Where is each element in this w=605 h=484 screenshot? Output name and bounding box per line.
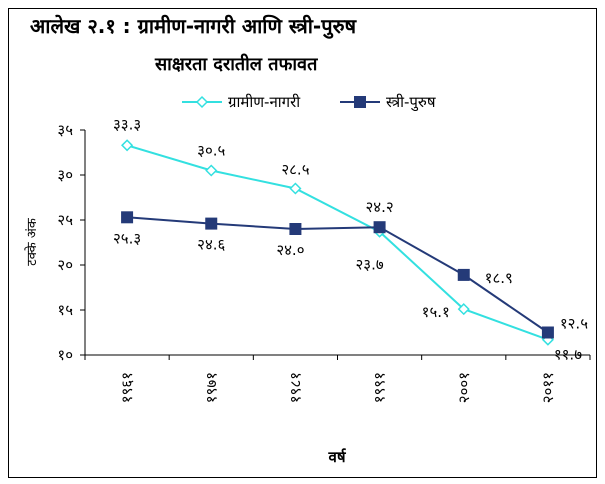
data-labels: ३३.३ ३०.५ २८.५ २३.७ १५.१ ११.७ २५.३ २४.६ २४.० २४.२… bbox=[113, 115, 588, 363]
x-tick-label: १९९१ bbox=[371, 372, 389, 403]
data-point bbox=[205, 217, 218, 230]
y-tick-label: १० bbox=[57, 346, 73, 364]
data-point bbox=[121, 139, 134, 152]
data-label: २८.५ bbox=[281, 161, 309, 179]
data-label: १५.१ bbox=[422, 303, 450, 321]
data-label: १२.५ bbox=[560, 315, 588, 333]
data-label: २४.० bbox=[276, 241, 304, 259]
data-point bbox=[205, 164, 218, 177]
data-point bbox=[457, 303, 470, 316]
legend-label-gender: स्त्री-पुरुष bbox=[386, 93, 436, 112]
data-label: २४.६ bbox=[197, 236, 225, 254]
series-markers bbox=[121, 139, 554, 346]
data-point bbox=[121, 211, 134, 224]
chart-title-line-1: आलेख २.१ : ग्रामीण-नागरी आणि स्त्री-पुरु… bbox=[30, 14, 358, 39]
data-point bbox=[289, 182, 302, 195]
x-tick-label: २००१ bbox=[455, 372, 473, 403]
x-tick-label: २०११ bbox=[539, 372, 557, 403]
legend-label-rural-urban: ग्रामीण-नागरी bbox=[228, 93, 301, 111]
data-label: २३.७ bbox=[355, 256, 383, 274]
series-line-1 bbox=[127, 216, 549, 334]
data-label: ११.७ bbox=[554, 346, 582, 364]
chart-title-line-2: साक्षरता दरातील तफावत bbox=[154, 53, 318, 75]
legend-marker-gender bbox=[354, 96, 366, 108]
series-lines bbox=[126, 144, 549, 341]
legend-marker-rural-urban bbox=[195, 95, 209, 109]
data-point bbox=[289, 223, 302, 235]
x-axis-label: वर्ष bbox=[327, 448, 346, 466]
data-point bbox=[541, 326, 554, 339]
data-label: २४.२ bbox=[365, 198, 393, 216]
x-tick-label: १९६१ bbox=[118, 372, 136, 403]
y-tick-label: ३५ bbox=[57, 121, 73, 139]
chart-frame bbox=[8, 8, 597, 478]
y-tick-label: २५ bbox=[57, 211, 73, 229]
x-tick-label: १९७१ bbox=[202, 372, 220, 403]
x-tick-label: १९८१ bbox=[286, 372, 304, 403]
y-axis-label: टक्के अंक bbox=[24, 217, 40, 266]
data-label: २५.३ bbox=[113, 229, 141, 247]
y-tick-label: २० bbox=[57, 256, 73, 274]
data-label: १८.९ bbox=[485, 269, 513, 287]
legend: ग्रामीण-नागरी स्त्री-पुरुष bbox=[182, 93, 436, 112]
series-line-0 bbox=[126, 144, 549, 341]
y-tick-label: ३० bbox=[57, 166, 73, 184]
data-point bbox=[457, 268, 470, 281]
data-point bbox=[373, 221, 386, 234]
data-label: ३३.३ bbox=[113, 115, 141, 133]
y-tick-label: १५ bbox=[57, 301, 73, 319]
axis-ticks: १० १५ २० २५ ३० ३५ १९६१ १९७१ १९८१ १९९१ २००१ २०११ bbox=[57, 121, 591, 403]
data-label: ३०.५ bbox=[197, 142, 225, 160]
